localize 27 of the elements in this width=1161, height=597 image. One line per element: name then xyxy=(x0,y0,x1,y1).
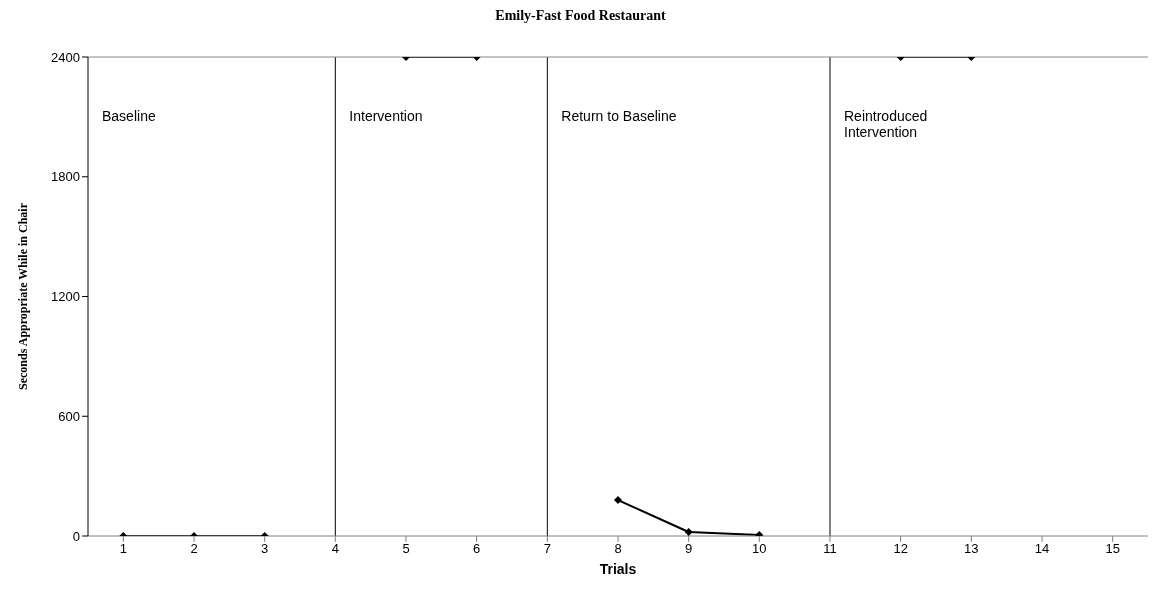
y-tick-label: 1200 xyxy=(51,289,80,305)
x-tick-label: 9 xyxy=(685,541,693,557)
y-tick-label: 2400 xyxy=(51,49,80,65)
x-tick-label: 7 xyxy=(543,541,551,557)
x-tick-label: 11 xyxy=(823,541,837,557)
chart-title: Emily-Fast Food Restaurant xyxy=(494,8,667,24)
x-tick-label: 1 xyxy=(119,541,127,557)
y-tick-label: 0 xyxy=(72,528,80,544)
annotation: Intervention xyxy=(349,108,423,124)
annotation: Reintroduced Intervention xyxy=(844,108,928,140)
x-axis-title: Trials xyxy=(599,561,637,577)
x-tick-label: 13 xyxy=(964,541,979,557)
x-tick-label: 12 xyxy=(893,541,908,557)
x-tick-label: 4 xyxy=(331,541,339,557)
x-tick-label: 14 xyxy=(1034,541,1050,557)
x-tick-label: 8 xyxy=(614,541,622,557)
x-tick-label: 3 xyxy=(261,541,269,557)
x-tick-label: 2 xyxy=(190,541,198,557)
annotation: Return to Baseline xyxy=(561,108,677,124)
annotation: Baseline xyxy=(102,108,156,124)
x-tick-label: 10 xyxy=(752,541,767,557)
x-tick-label: 15 xyxy=(1105,541,1120,557)
y-tick-label: 600 xyxy=(58,408,80,424)
x-tick-label: 5 xyxy=(402,541,410,557)
x-tick-label: 6 xyxy=(473,541,481,557)
y-axis-title: Seconds Appropriate While in Chair xyxy=(16,202,31,390)
y-tick-label: 1800 xyxy=(51,169,80,185)
